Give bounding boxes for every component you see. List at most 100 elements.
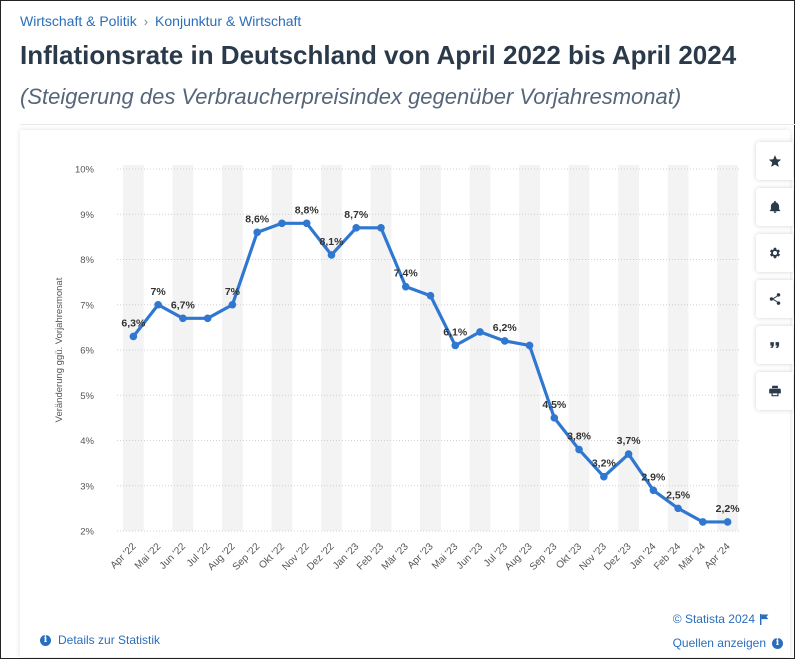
favorite-button[interactable] xyxy=(756,142,793,180)
chart-card: 2% 3% 4% 5% 6% 7% 8% 9% 10% Veränderung ggü. Vorj… xyxy=(20,130,790,657)
data-point xyxy=(451,341,460,350)
y-tick-label: 7% xyxy=(80,300,94,311)
data-label: 8,7% xyxy=(344,209,369,221)
printer-icon xyxy=(768,385,781,397)
data-point xyxy=(377,224,385,232)
data-label: 8,1% xyxy=(319,236,344,248)
info-icon: i xyxy=(772,637,783,649)
x-tick-label: Mär '24 xyxy=(677,541,708,572)
x-tick-label: Apr '24 xyxy=(703,541,733,571)
data-label: 6,2% xyxy=(493,322,518,334)
data-point xyxy=(352,224,361,232)
data-point xyxy=(550,414,559,422)
header-divider xyxy=(20,124,795,125)
data-point xyxy=(154,300,162,309)
data-label: 6,3% xyxy=(121,317,146,329)
data-point xyxy=(203,314,212,323)
x-tick-label: Apr '22 xyxy=(109,541,139,571)
category-band xyxy=(321,165,342,531)
breadcrumb-separator: › xyxy=(143,13,149,29)
y-tick-label: 10% xyxy=(75,165,95,176)
data-point xyxy=(674,504,682,513)
data-label: 3,7% xyxy=(617,435,642,447)
data-label: 6,1% xyxy=(443,326,468,338)
x-tick-label: Apr '23 xyxy=(406,541,436,571)
data-point xyxy=(699,518,707,526)
data-label: 3,8% xyxy=(567,431,592,443)
category-band xyxy=(568,165,590,531)
x-tick-label: Sep '22 xyxy=(231,541,263,573)
info-icon: i xyxy=(40,634,51,646)
copyright-text: © Statista 2024 xyxy=(672,612,755,626)
breadcrumb-link-konjunktur-wirtschaft[interactable]: Konjunktur & Wirtschaft xyxy=(155,13,302,29)
breadcrumb-link-wirtschaft-politik[interactable]: Wirtschaft & Politik xyxy=(20,13,137,29)
data-point xyxy=(624,450,633,458)
notification-button[interactable] xyxy=(756,188,793,226)
data-point xyxy=(179,314,187,323)
line-chart: 2% 3% 4% 5% 6% 7% 8% 9% 10% Veränderung ggü. Vorj… xyxy=(54,165,741,573)
y-tick-label: 3% xyxy=(80,481,94,492)
data-label: 7% xyxy=(151,286,167,298)
sources-label: Quellen anzeigen xyxy=(672,636,766,650)
share-icon xyxy=(769,293,780,305)
data-label: 8,6% xyxy=(245,213,270,225)
x-tick-label: Dez '23 xyxy=(602,541,634,573)
data-point xyxy=(476,328,484,336)
data-point xyxy=(575,445,583,454)
data-point xyxy=(401,282,410,291)
data-point xyxy=(228,300,237,309)
data-point xyxy=(500,337,509,345)
data-point xyxy=(525,341,534,350)
x-tick-label: Sep '23 xyxy=(528,541,560,573)
data-point xyxy=(327,251,336,259)
category-band xyxy=(667,165,689,531)
x-tick-label: Dez '22 xyxy=(305,541,337,573)
data-label: 8,8% xyxy=(295,204,320,216)
x-tick-label: Mai '23 xyxy=(430,541,461,572)
category-band xyxy=(172,165,194,531)
data-label: 7% xyxy=(225,286,241,298)
print-button[interactable] xyxy=(756,372,793,410)
category-band xyxy=(370,165,392,531)
page-title: Inflationsrate in Deutschland von April … xyxy=(20,40,737,70)
star-icon xyxy=(768,155,781,167)
gear-icon xyxy=(769,247,780,259)
x-tick-label: Mär '23 xyxy=(380,541,411,572)
category-band xyxy=(222,165,243,531)
data-label: 2,5% xyxy=(666,489,691,501)
data-label: 2,9% xyxy=(641,471,666,483)
details-link[interactable]: i Details zur Statistik xyxy=(40,633,160,647)
share-button[interactable] xyxy=(756,280,793,318)
y-tick-label: 5% xyxy=(80,391,94,402)
x-tick-label: Jun '23 xyxy=(455,541,486,572)
data-label: 6,7% xyxy=(171,299,196,311)
category-band xyxy=(271,165,293,531)
details-label: Details zur Statistik xyxy=(58,633,161,647)
data-point xyxy=(426,291,435,300)
data-point xyxy=(302,219,311,228)
cite-button[interactable] xyxy=(756,326,793,364)
data-point xyxy=(600,472,608,481)
copyright-link[interactable]: © Statista 2024 xyxy=(673,612,769,626)
sources-link[interactable]: Quellen anzeigen i xyxy=(673,636,783,650)
y-tick-label: 2% xyxy=(80,527,94,538)
category-band xyxy=(123,165,144,531)
page-subtitle: (Steigerung des Verbraucherpreisindex ge… xyxy=(20,84,682,109)
y-tick-label: 8% xyxy=(80,255,94,266)
category-band xyxy=(717,165,738,531)
data-point xyxy=(129,332,138,341)
y-tick-label: 9% xyxy=(80,210,94,221)
data-label: 3,2% xyxy=(592,458,617,470)
y-tick-label: 4% xyxy=(80,436,94,447)
settings-button[interactable] xyxy=(756,234,793,272)
y-tick-label: 6% xyxy=(80,346,94,357)
data-label: 2,2% xyxy=(716,503,741,515)
category-band xyxy=(469,165,491,531)
data-point xyxy=(723,518,732,526)
data-label: 4,5% xyxy=(542,399,567,411)
quote-icon xyxy=(769,342,779,348)
data-point xyxy=(253,228,261,237)
breadcrumb: Wirtschaft & Politik › Konjunktur & Wirt… xyxy=(20,13,301,29)
x-tick-label: Jun '22 xyxy=(158,541,189,572)
data-point xyxy=(278,219,286,228)
